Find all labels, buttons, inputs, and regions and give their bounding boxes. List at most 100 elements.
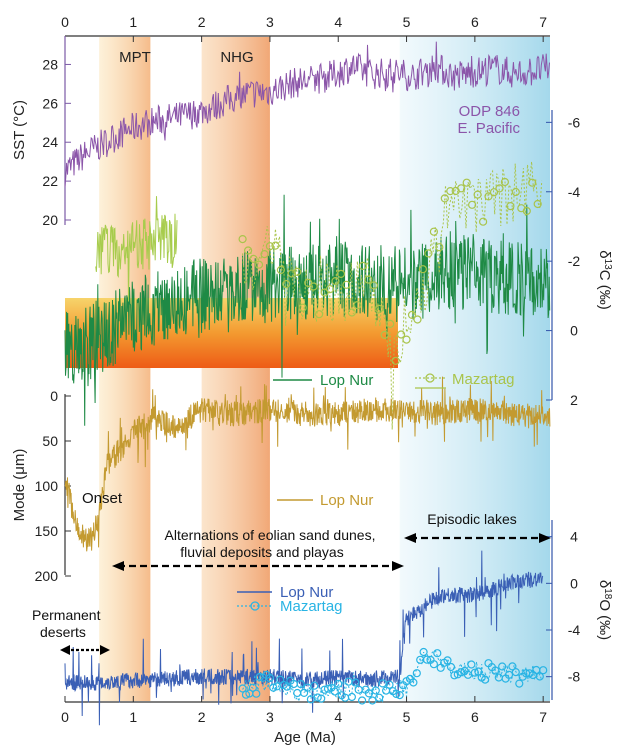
d13c-mazartag-point: [500, 177, 509, 187]
d13c-mazartag-point: [457, 184, 466, 193]
y-tick-label: 26: [42, 95, 58, 111]
d18o-mazartag-point: [296, 679, 305, 689]
y-tick-label: 28: [42, 56, 58, 72]
y-tick-label: 150: [35, 523, 59, 539]
top-tick-label: 0: [61, 14, 69, 30]
sst-axis-ticks: 20 22 24 26 28: [42, 56, 71, 228]
d18o-mazartag-point: [368, 696, 377, 705]
d13c-mazartag-point: [479, 217, 488, 226]
d13c-mazartag-point: [413, 315, 422, 324]
episodic-lakes-annotation: Episodic lakes: [427, 511, 517, 527]
d18o-mazartag-point: [238, 684, 247, 693]
d13c-mazartag-point: [429, 227, 438, 236]
d13c-mazartag-point: [402, 335, 411, 344]
d18o-mazartag-point: [535, 672, 544, 681]
d13c-mazartag-point: [342, 280, 351, 289]
d13c-mazartag-point: [424, 249, 433, 258]
d13c-mazartag-point: [271, 241, 280, 250]
bottom-tick-label: 5: [403, 709, 411, 725]
y-tick-label: -8: [568, 669, 581, 685]
d18o-mazartag-line: [242, 650, 542, 703]
legend-d18o-mazartag-label: Mazartag: [280, 598, 343, 615]
d18o-mazartag-point: [504, 670, 514, 679]
d13c-mazartag-point: [347, 308, 356, 317]
alternations-annotation-line1: Alternations of eolian sand dunes,: [165, 527, 376, 543]
x-axis-label: Age (Ma): [274, 729, 336, 746]
d18o-mazartag-point: [265, 673, 274, 683]
d13c-mazartag-point: [298, 303, 307, 312]
d18o-mazartag-point: [419, 647, 428, 657]
d18o-mazartag-point: [422, 655, 432, 664]
bottom-tick-label: 4: [334, 709, 342, 725]
permanent-deserts-annotation-line2: deserts: [40, 624, 86, 640]
d18o-mazartag-point: [282, 682, 292, 691]
d18o-mazartag-points: [238, 647, 548, 705]
y-tick-label: -2: [568, 253, 581, 269]
d13c-mazartag-point: [391, 356, 400, 365]
d13c-mazartag-point: [282, 279, 291, 289]
legend-odp-title: ODP 846: [459, 103, 520, 120]
bottom-tick-label: 0: [61, 709, 69, 725]
top-tick-label: 1: [129, 14, 137, 30]
d18o-mazartag-point: [269, 683, 278, 692]
y-tick-label: 100: [35, 478, 59, 494]
d18o-mazartag-point: [375, 693, 384, 702]
alternations-arrow-left-head: [112, 561, 124, 571]
mode-series-line: [64, 376, 551, 552]
mpt-label: MPT: [119, 49, 151, 66]
d13c-mazartag-point: [473, 190, 482, 199]
d13c-axis-ticks: -6 -4 -2 0 2: [546, 114, 580, 408]
d13c-mazartag-point: [418, 265, 427, 274]
d18o-mazartag-point: [515, 679, 524, 688]
y-tick-label: 0: [570, 323, 578, 339]
d18o-mazartag-point: [457, 668, 466, 677]
d18o-mazartag-point: [433, 649, 442, 658]
d13c-mazartag-point: [364, 275, 373, 284]
bottom-tick-label: 6: [471, 709, 479, 725]
top-tick-label: 7: [539, 14, 547, 30]
mode-axis-label: Mode (μm): [11, 449, 28, 522]
d13c-mazartag-point: [249, 254, 258, 263]
d18o-mazartag-point: [392, 689, 401, 699]
mode-axis-ticks: 0 50 100 150 200: [35, 388, 71, 584]
d18o-mazartag-point: [248, 683, 257, 692]
d13c-mazartag-point: [353, 301, 362, 310]
d13c-mazartag-point: [397, 330, 406, 339]
top-tick-label: 4: [334, 14, 342, 30]
top-tick-label: 6: [471, 14, 479, 30]
sst-series-line: [64, 41, 550, 187]
y-tick-label: 2: [570, 392, 578, 408]
legend-mode-lopnur-label: Lop Nur: [320, 492, 373, 509]
d13c-mazartag-point: [528, 178, 537, 187]
d18o-mazartag-point: [511, 667, 520, 677]
y-tick-label: -6: [568, 114, 581, 130]
d13c-mazartag-point: [435, 243, 444, 252]
d13c-mazartag-point: [495, 184, 504, 193]
alternations-arrow-right-head: [392, 561, 404, 571]
d18o-mazartag-point: [446, 662, 456, 672]
legend-d13c-lopnur-label: Lop Nur: [320, 372, 373, 389]
d18o-mazartag-point: [323, 684, 333, 693]
d13c-mazartag-point: [446, 187, 455, 196]
d13c-mazartag-point: [375, 304, 384, 313]
d13c-mazartag-point: [265, 242, 274, 251]
d18o-mazartag-point: [293, 688, 302, 698]
d13c-axis-label: δ13C (‰): [596, 250, 614, 309]
d18o-mazartag-point: [364, 689, 374, 698]
y-tick-label: 50: [42, 433, 58, 449]
nhg-band: [201, 37, 270, 701]
y-tick-label: -4: [568, 622, 581, 638]
legend-d18o-mazartag-marker: [250, 601, 260, 611]
y-tick-label: 0: [50, 388, 58, 404]
d18o-mazartag-point: [385, 680, 394, 689]
d18o-mazartag-point: [481, 675, 490, 684]
d18o-mazartag-point: [371, 686, 380, 695]
d18o-mazartag-point: [467, 660, 476, 669]
d13c-mazartag-point: [462, 178, 471, 187]
episodic-lakes-arrow-left-head: [404, 533, 416, 543]
top-tick-label: 2: [198, 14, 206, 30]
d18o-mazartag-point: [358, 696, 367, 705]
bottom-tick-label: 3: [266, 709, 274, 725]
d18o-mazartag-point: [491, 666, 500, 675]
